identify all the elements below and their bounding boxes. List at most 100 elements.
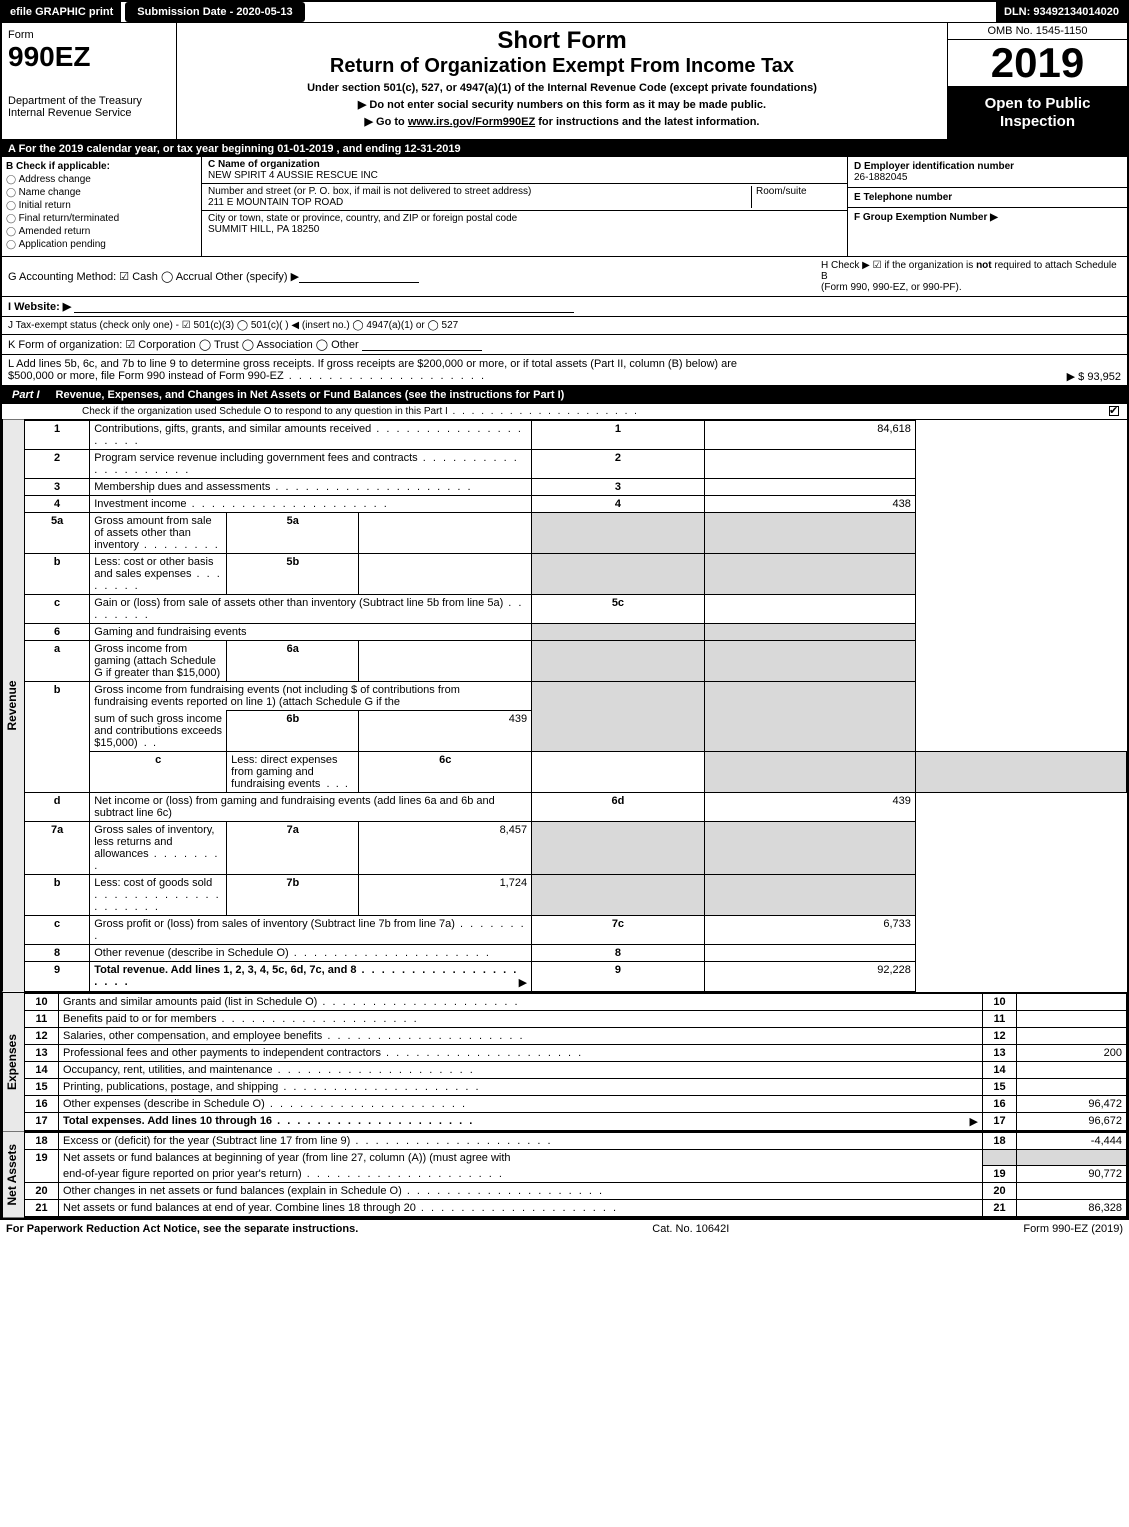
f-label: F Group Exemption Number ▶	[854, 212, 998, 223]
line-5a-amt	[359, 513, 532, 554]
line-14: 14Occupancy, rent, utilities, and mainte…	[25, 1061, 1127, 1078]
line-5a: 5aGross amount from sale of assets other…	[25, 513, 1127, 554]
line-6c: cLess: direct expenses from gaming and f…	[25, 751, 1127, 792]
omb-number: OMB No. 1545-1150	[948, 23, 1127, 40]
line-18: 18Excess or (deficit) for the year (Subt…	[25, 1132, 1127, 1149]
header-right: OMB No. 1545-1150 2019 Open to Public In…	[947, 23, 1127, 139]
accounting-method: G Accounting Method: ☑ Cash ◯ Accrual Ot…	[8, 270, 299, 283]
chk-name-change[interactable]: Name change	[6, 187, 197, 198]
line-8-desc: Other revenue (describe in Schedule O)	[94, 947, 491, 959]
website-label: I Website: ▶	[8, 300, 71, 313]
line-21: 21Net assets or fund balances at end of …	[25, 1200, 1127, 1217]
return-title: Return of Organization Exempt From Incom…	[185, 55, 939, 78]
line-21-amt: 86,328	[1017, 1200, 1127, 1217]
line-20-amt	[1017, 1183, 1127, 1200]
line-7a-amt: 8,457	[359, 821, 532, 874]
chk-initial-return[interactable]: Initial return	[6, 200, 197, 211]
d-label: D Employer identification number	[854, 161, 1014, 172]
gross-receipts: ▶ $ 93,952	[1067, 370, 1121, 383]
irs-label: Internal Revenue Service	[8, 107, 170, 119]
line-2: 2Program service revenue including gover…	[25, 450, 1127, 479]
line-7a-desc: Gross sales of inventory, less returns a…	[94, 824, 219, 872]
line-h-c: (Form 990, 990-EZ, or 990-PF).	[821, 282, 962, 293]
efile-print[interactable]: efile GRAPHIC print	[2, 2, 121, 22]
line-10: 10Grants and similar amounts paid (list …	[25, 993, 1127, 1010]
city-label: City or town, state or province, country…	[208, 213, 517, 224]
line-6-desc: Gaming and fundraising events	[90, 624, 532, 641]
line-6b-1: b Gross income from fundraising events (…	[25, 682, 1127, 711]
line-11: 11Benefits paid to or for members11	[25, 1010, 1127, 1027]
line-7b-desc: Less: cost of goods sold	[94, 877, 220, 913]
part-i-header: Part I Revenue, Expenses, and Changes in…	[2, 386, 1127, 404]
line-3-amt	[704, 479, 915, 496]
open-to-public: Open to Public Inspection	[948, 87, 1127, 139]
c-label: C Name of organization	[208, 159, 320, 170]
org-name: NEW SPIRIT 4 AUSSIE RESCUE INC	[208, 170, 378, 181]
line-7b-amt: 1,724	[359, 874, 532, 915]
expenses-vlabel: Expenses	[2, 993, 24, 1131]
line-13-desc: Professional fees and other payments to …	[63, 1047, 583, 1059]
line-6c-amt	[532, 751, 705, 792]
line-17-amt: 96,672	[1017, 1112, 1127, 1130]
expenses-section: Expenses 10Grants and similar amounts pa…	[2, 993, 1127, 1132]
box-c: C Name of organization NEW SPIRIT 4 AUSS…	[202, 157, 847, 256]
schedule-o-checkbox[interactable]	[1109, 406, 1119, 416]
line-5b-desc: Less: cost or other basis and sales expe…	[94, 556, 222, 592]
line-19b: end-of-year figure reported on prior yea…	[25, 1166, 1127, 1183]
line-5b: bLess: cost or other basis and sales exp…	[25, 554, 1127, 595]
line-6d: dNet income or (loss) from gaming and fu…	[25, 792, 1127, 821]
chk-final-return[interactable]: Final return/terminated	[6, 213, 197, 224]
room-suite: Room/suite	[751, 186, 841, 208]
line-6b-amt: 439	[359, 711, 532, 752]
line-17-arrow: ▶	[970, 1115, 978, 1128]
chk-address-change[interactable]: Address change	[6, 174, 197, 185]
under-section: Under section 501(c), 527, or 4947(a)(1)…	[185, 82, 939, 94]
line-h-a: H Check ▶ ☑ if the organization is	[821, 260, 976, 271]
line-20-desc: Other changes in net assets or fund bala…	[63, 1185, 604, 1197]
line-2-amt	[704, 450, 915, 479]
ssn-warning: ▶ Do not enter social security numbers o…	[185, 98, 939, 111]
line-11-amt	[1017, 1010, 1127, 1027]
line-13: 13Professional fees and other payments t…	[25, 1044, 1127, 1061]
chk-amended-return[interactable]: Amended return	[6, 226, 197, 237]
line-6d-desc: Net income or (loss) from gaming and fun…	[90, 792, 532, 821]
line-9: 9Total revenue. Add lines 1, 2, 3, 4, 5c…	[25, 961, 1127, 991]
line-16: 16Other expenses (describe in Schedule O…	[25, 1095, 1127, 1112]
line-19-amt: 90,772	[1017, 1166, 1127, 1183]
dln: DLN: 93492134014020	[996, 2, 1127, 22]
page-footer: For Paperwork Reduction Act Notice, see …	[0, 1220, 1129, 1238]
line-5c-amt	[704, 595, 915, 624]
goto-pre: ▶ Go to	[365, 116, 408, 128]
revenue-vlabel: Revenue	[2, 420, 24, 992]
line-7c-desc: Gross profit or (loss) from sales of inv…	[94, 918, 525, 942]
dept-treasury: Department of the Treasury	[8, 95, 170, 107]
goto-instructions: ▶ Go to www.irs.gov/Form990EZ for instru…	[185, 115, 939, 128]
line-5b-amt	[359, 554, 532, 595]
line-1: 1Contributions, gifts, grants, and simil…	[25, 421, 1127, 450]
line-21-desc: Net assets or fund balances at end of ye…	[63, 1202, 618, 1214]
line-15-amt	[1017, 1078, 1127, 1095]
part-i-sub-text: Check if the organization used Schedule …	[82, 406, 639, 417]
line-19-d2: end-of-year figure reported on prior yea…	[63, 1168, 504, 1180]
line-15-desc: Printing, publications, postage, and shi…	[63, 1081, 481, 1093]
line-5a-desc: Gross amount from sale of assets other t…	[94, 515, 220, 551]
header-center: Short Form Return of Organization Exempt…	[177, 23, 947, 139]
net-assets-table: 18Excess or (deficit) for the year (Subt…	[24, 1132, 1127, 1218]
part-i-label: Part I	[2, 386, 50, 404]
revenue-table: 1Contributions, gifts, grants, and simil…	[24, 420, 1127, 992]
line-9-amt: 92,228	[704, 961, 915, 991]
tax-year: 2019	[948, 40, 1127, 87]
chk-application-pending[interactable]: Application pending	[6, 239, 197, 250]
line-6a: aGross income from gaming (attach Schedu…	[25, 641, 1127, 682]
line-6d-amt: 439	[704, 792, 915, 821]
line-h: H Check ▶ ☑ if the organization is not r…	[821, 260, 1121, 293]
line-14-desc: Occupancy, rent, utilities, and maintena…	[63, 1064, 475, 1076]
revenue-section: Revenue 1Contributions, gifts, grants, a…	[2, 420, 1127, 993]
line-13-amt: 200	[1017, 1044, 1127, 1061]
line-10-desc: Grants and similar amounts paid (list in…	[63, 996, 520, 1008]
line-6a-desc: Gross income from gaming (attach Schedul…	[90, 641, 227, 682]
line-1-desc: Contributions, gifts, grants, and simila…	[94, 423, 523, 447]
line-12: 12Salaries, other compensation, and empl…	[25, 1027, 1127, 1044]
line-12-amt	[1017, 1027, 1127, 1044]
irs-link[interactable]: www.irs.gov/Form990EZ	[408, 116, 535, 128]
